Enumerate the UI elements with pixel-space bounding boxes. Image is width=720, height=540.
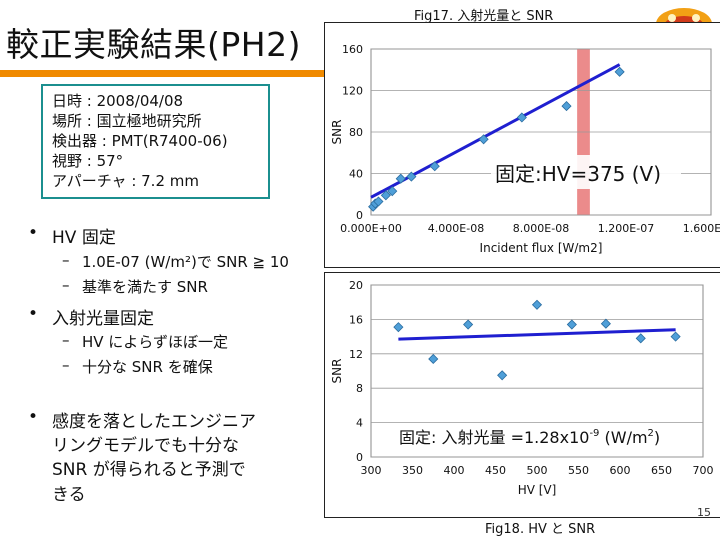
bullet-text: HV によらずほぼ一定 <box>82 333 229 351</box>
y-tick-label: 120 <box>342 85 363 98</box>
data-point <box>395 173 406 184</box>
bullet-text: リングモデルでも十分な <box>52 436 239 456</box>
bullet-text: 十分な SNR を確保 <box>82 358 213 376</box>
data-point <box>393 322 404 333</box>
y-axis-label: SNR <box>330 120 344 145</box>
x-tick-label: 0.000E+00 <box>340 222 402 235</box>
sub-bullet-hv-independent: – HV によらずほぼ一定 <box>62 331 228 351</box>
bullet-text: きる <box>52 485 86 505</box>
annotation-bg <box>491 155 681 189</box>
chart2-caption: Fig18. HV と SNR <box>485 522 596 537</box>
x-tick-label: 600 <box>610 464 631 477</box>
data-point <box>531 299 543 310</box>
y-tick-label: 8 <box>356 382 363 395</box>
bullet-marker: – <box>62 251 70 269</box>
annotation-text: (W/m <box>599 428 647 447</box>
bullet-conclusion: • 感度を落としたエンジニア <box>28 407 256 432</box>
y-tick-label: 80 <box>349 126 363 139</box>
sub-bullet-meets-criteria: – 基準を満たす SNR <box>62 276 208 296</box>
data-point <box>478 134 489 145</box>
data-point <box>387 186 398 197</box>
chart1-panel: 0 40 80 120 160 0.000E+00 4.000E-08 8.000E-08 1.… <box>324 22 720 268</box>
data-point <box>516 112 527 123</box>
annotation-bg <box>395 423 695 449</box>
bullet-text: 入射光量固定 <box>52 309 154 329</box>
x-axis-label: Incident flux [W/m2] <box>480 241 603 255</box>
x-tick-label: 8.000E-08 <box>513 222 569 235</box>
bullet-hv-fixed: • HV 固定 <box>28 223 116 248</box>
chart1-svg: 0 40 80 120 160 0.000E+00 4.000E-08 8.000E-08 1.… <box>330 43 720 255</box>
bullet-flux-fixed: • 入射光量固定 <box>28 304 154 329</box>
bullet-marker: • <box>28 223 39 243</box>
y-tick-label: 0 <box>356 209 363 222</box>
bullet-text: 1.0E-07 (W/m²)で SNR ≧ 10 <box>82 253 289 271</box>
x-tick-label: 500 <box>527 464 548 477</box>
experiment-info-box: 日時 : 2008/04/08 場所 : 国立極地研究所 検出器 : PMT(R… <box>41 84 270 199</box>
chart2-panel: 0 4 8 12 16 20 300 350 400 450 500 550 600 650 700 HV [… <box>324 272 720 518</box>
bullet-text: 基準を満たす SNR <box>82 278 208 296</box>
data-point <box>497 370 508 381</box>
chart1-caption: Fig17. 入射光量と SNR <box>414 9 554 24</box>
y-axis-label: SNR <box>330 359 344 384</box>
y-tick-label: 0 <box>356 451 363 464</box>
bullet-marker: – <box>62 331 70 349</box>
x-tick-label: 300 <box>361 464 382 477</box>
data-point <box>429 161 440 172</box>
x-tick-label: 1.600E-07 <box>683 222 720 235</box>
info-line-date: 日時 : 2008/04/08 <box>52 92 184 110</box>
y-tick-label: 20 <box>349 279 363 292</box>
data-point <box>600 318 611 329</box>
sub-bullet-snr-threshold: – 1.0E-07 (W/m²)で SNR ≧ 10 <box>62 251 289 271</box>
annotation-superscript: -9 <box>589 428 599 439</box>
x-tick-label: 700 <box>693 464 714 477</box>
y-tick-label: 16 <box>349 313 363 326</box>
x-tick-label: 550 <box>568 464 589 477</box>
data-point <box>614 66 625 77</box>
info-line-place: 場所 : 国立極地研究所 <box>52 112 202 130</box>
x-tick-label: 450 <box>485 464 506 477</box>
y-tick-label: 160 <box>342 43 363 56</box>
x-tick-label: 350 <box>402 464 423 477</box>
x-axis-label: HV [V] <box>518 483 557 497</box>
bullet-marker: • <box>28 407 39 427</box>
data-point <box>561 100 572 112</box>
data-point <box>428 353 439 365</box>
annotation-text: ) <box>654 428 660 447</box>
x-tick-label: 400 <box>444 464 465 477</box>
info-line-aperture: アパーチャ : 7.2 mm <box>52 172 199 190</box>
x-tick-label: 650 <box>651 464 672 477</box>
x-tick-label: 1.200E-07 <box>598 222 654 235</box>
x-tick-label: 4.000E-08 <box>428 222 484 235</box>
y-tick-label: 12 <box>349 348 363 361</box>
annotation-superscript: 2 <box>648 428 654 439</box>
data-point <box>380 190 391 201</box>
trendline <box>398 328 676 341</box>
bullet-text: 感度を落としたエンジニア <box>52 412 256 432</box>
page-number: 15 <box>697 506 711 519</box>
bullet-text: HV 固定 <box>52 228 116 248</box>
y-tick-label: 4 <box>356 417 363 430</box>
chart2-svg: 0 4 8 12 16 20 300 350 400 450 500 550 600 650 700 HV [… <box>330 279 714 497</box>
data-point <box>566 319 577 330</box>
info-line-detector: 検出器 : PMT(R7400-06) <box>52 132 228 150</box>
bullet-marker: – <box>62 276 70 294</box>
y-tick-label: 40 <box>349 168 363 181</box>
data-point <box>406 171 417 182</box>
slide-title: 較正実験結果(PH2) <box>6 25 301 64</box>
data-point <box>670 331 681 342</box>
bullet-marker: • <box>28 304 39 324</box>
title-underline <box>0 70 330 77</box>
data-point <box>463 319 474 330</box>
info-line-fov: 視野 : 57° <box>52 152 124 170</box>
data-point <box>373 196 384 207</box>
sub-bullet-sufficient-snr: – 十分な SNR を確保 <box>62 356 213 376</box>
chart1-annotation: 固定:HV=375 (V) <box>495 162 661 186</box>
data-point <box>635 333 646 344</box>
annotation-text: 固定: 入射光量 =1.28x10 <box>399 428 589 447</box>
bullet-text: SNR が得られると予測で <box>52 460 246 480</box>
chart2-annotation: 固定: 入射光量 =1.28x10-9 (W/m2) <box>399 428 660 447</box>
bullet-marker: – <box>62 356 70 374</box>
